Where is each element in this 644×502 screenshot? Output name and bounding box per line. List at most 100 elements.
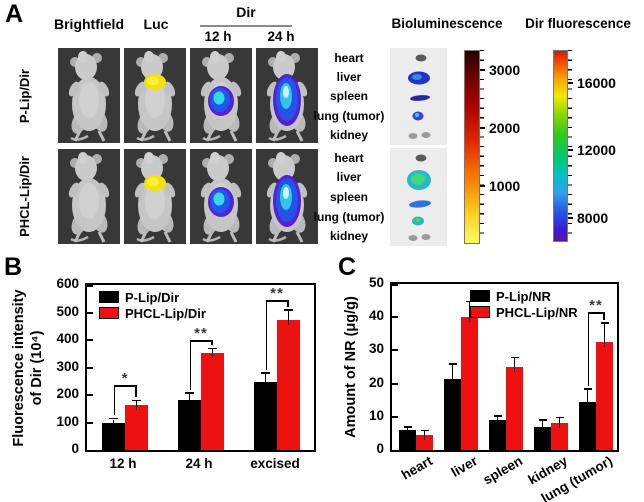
panel-b-chart: B Fluorescence intensity of Dir (10⁴) P-… xyxy=(0,255,330,502)
error-bar xyxy=(496,416,499,426)
mouse-forelimb xyxy=(98,81,110,97)
organ-kidney xyxy=(408,133,418,139)
error-bar xyxy=(468,302,471,323)
bar-p-lip-dir-2 xyxy=(254,381,277,450)
legend-row: PHCL-Lip/Dir xyxy=(99,305,206,321)
dir-fluorescence-colorbar xyxy=(553,50,568,242)
error-bar xyxy=(188,393,191,405)
mouse-body-highlight xyxy=(145,183,165,219)
dirfluor-tick-12000 xyxy=(568,149,573,151)
y-tick-mark xyxy=(87,394,93,396)
significance-marker: ** xyxy=(270,285,284,303)
luciferase-signal-core xyxy=(147,76,159,86)
mouse-tail xyxy=(268,134,287,141)
legend: P-Lip/Dir PHCL-Lip/Dir xyxy=(99,289,206,321)
legend-swatch xyxy=(99,291,119,303)
panel-a-label: A xyxy=(5,0,24,28)
mouse-tail xyxy=(202,235,221,242)
mouse-forelimb xyxy=(230,81,242,97)
organ-lung-core xyxy=(415,113,419,117)
error-bar xyxy=(211,349,214,359)
mouse-foot xyxy=(229,130,238,142)
y-tick-mark xyxy=(392,382,398,385)
y-tick-label: 0 xyxy=(376,441,384,456)
mouse-foot xyxy=(295,130,304,142)
dirfluor-tick-8000 xyxy=(568,217,573,219)
biolum-tick-1000 xyxy=(480,185,485,187)
error-bar-cap xyxy=(261,372,270,374)
mouse-snout xyxy=(144,152,154,164)
mouse-tail xyxy=(70,235,89,242)
organ-liver-core xyxy=(412,74,422,80)
mouse-forelimb xyxy=(134,182,146,198)
dirfluor-tick-16000 xyxy=(568,82,573,84)
mouse-tail xyxy=(268,235,287,242)
significance-marker: ** xyxy=(194,325,208,342)
dir-signal-hotspot xyxy=(283,187,289,199)
sig-bracket xyxy=(587,312,589,386)
bar-phcl-lip-dir-1 xyxy=(201,353,224,450)
sig-bracket xyxy=(189,340,213,342)
mouse-forelimb xyxy=(266,182,278,198)
column-header-dir: Dir xyxy=(236,4,256,20)
bar-phcl-lip-dir-2 xyxy=(277,320,300,450)
y-tick-mark xyxy=(87,366,93,369)
dirfluor-tick-label-8000: 8000 xyxy=(577,210,609,226)
bar-p-lip-nr-2 xyxy=(489,420,506,450)
error-bar-cap xyxy=(555,416,564,419)
mouse-foot xyxy=(73,130,82,142)
bar-phcl-lip-nr-4 xyxy=(596,342,613,450)
biolum-tick-2000 xyxy=(480,127,485,129)
x-tick-label: excised xyxy=(250,456,300,471)
biolum-tick-label-3000: 3000 xyxy=(489,62,521,78)
organ-strip-phcl xyxy=(390,148,447,246)
row-label-phcl-lip-dir: PHCL-Lip/Dir xyxy=(16,156,32,237)
mouse-foot xyxy=(163,130,172,142)
column-header-brightfield: Brightfield xyxy=(54,16,124,32)
bar-p-lip-dir-0 xyxy=(102,423,125,450)
error-bar-cap xyxy=(583,388,592,390)
y-tick-label: 30 xyxy=(368,341,384,357)
mouse-foot xyxy=(97,231,106,243)
sig-bracket xyxy=(603,312,605,320)
y-tick-label: 40 xyxy=(368,308,384,324)
mouse-forelimb xyxy=(164,182,176,198)
mouse-forelimb xyxy=(266,81,278,97)
luciferase-signal-core xyxy=(147,177,159,187)
sig-bracket xyxy=(265,300,289,302)
error-bar-cap xyxy=(208,347,217,350)
organ-label-kidney: kidney xyxy=(329,128,368,143)
mouse-image-plip-dir-12h xyxy=(190,48,252,143)
sig-bracket xyxy=(113,385,115,416)
mouse-foot xyxy=(229,231,238,243)
mouse-forelimb xyxy=(200,182,212,198)
bar-p-lip-nr-1 xyxy=(444,378,461,450)
mouse-foot xyxy=(295,231,304,243)
error-bar xyxy=(406,427,409,436)
mouse-foot xyxy=(139,130,148,142)
bar-p-lip-nr-0 xyxy=(399,430,416,450)
y-tick-mark xyxy=(87,311,93,314)
organ-label-heart: heart xyxy=(334,150,364,165)
legend-label: P-Lip/Dir xyxy=(125,289,180,305)
y-tick-label: 20 xyxy=(368,374,384,390)
mouse-snout xyxy=(78,51,88,63)
legend-row: P-Lip/NR xyxy=(470,288,578,304)
organ-label-liver: liver xyxy=(336,70,362,85)
bioluminescence-colorbar-ticks xyxy=(480,50,484,242)
mouse-foot xyxy=(163,231,172,243)
mouse-snout xyxy=(210,51,220,63)
y-tick-label: 600 xyxy=(56,276,79,291)
organ-label-lung-tumor: lung (tumor) xyxy=(313,209,385,224)
error-bar xyxy=(112,419,115,429)
mouse-tail xyxy=(136,134,155,141)
y-tick-mark xyxy=(87,285,93,287)
organ-label-spleen: spleen xyxy=(329,89,368,104)
biolum-tick-label-1000: 1000 xyxy=(489,178,521,194)
column-header-12h: 12 h xyxy=(204,29,232,44)
column-header-24h: 24 h xyxy=(267,29,295,44)
mouse-foot xyxy=(73,231,82,243)
bar-phcl-lip-nr-3 xyxy=(551,423,568,450)
legend-label: P-Lip/NR xyxy=(496,288,551,304)
